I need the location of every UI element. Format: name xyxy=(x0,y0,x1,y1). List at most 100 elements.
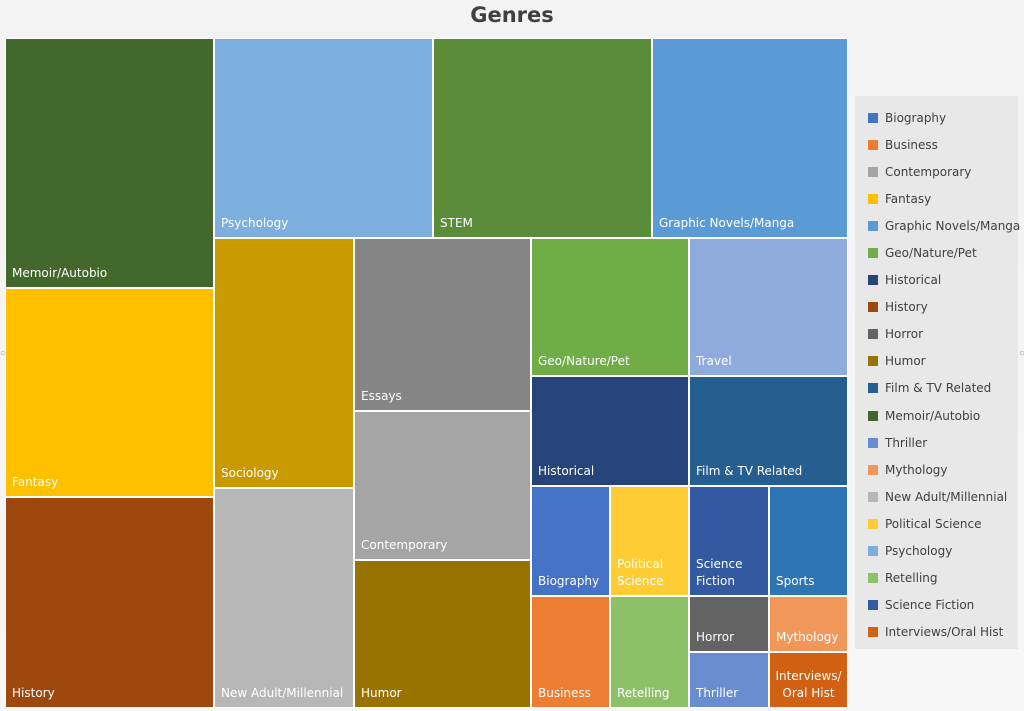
treemap-tile-label: Psychology xyxy=(221,216,289,230)
treemap-tile-fantasy[interactable]: Fantasy xyxy=(5,288,214,497)
treemap-tile-thriller[interactable]: Thriller xyxy=(689,652,769,708)
treemap-plot-area: Memoir/Autobio Fantasy History Psychology ST… xyxy=(5,38,848,708)
treemap-tile-memoir-autobio[interactable]: Memoir/Autobio xyxy=(5,38,214,288)
treemap-tile-humor[interactable]: Humor xyxy=(354,560,531,708)
treemap-tile-biography[interactable]: Biography xyxy=(531,486,610,596)
legend-label: Contemporary xyxy=(885,164,972,179)
treemap-tile-label: Mythology xyxy=(776,630,839,644)
legend-item[interactable]: Geo/Nature/Pet xyxy=(855,239,1018,266)
treemap-tile-label: Sociology xyxy=(221,466,279,480)
legend-swatch xyxy=(868,356,878,367)
treemap-tile-label: Humor xyxy=(361,686,402,700)
legend-swatch xyxy=(868,627,878,638)
legend-swatch xyxy=(868,573,878,584)
legend-label: Graphic Novels/Manga xyxy=(885,218,1021,233)
treemap-tile-label: Historical xyxy=(538,464,595,478)
legend-item[interactable]: History xyxy=(855,294,1018,321)
treemap-tile-interviews-oral-hist[interactable]: Interviews/ Oral Hist xyxy=(769,652,848,708)
legend-swatch xyxy=(868,248,878,259)
treemap-tile-label: Thriller xyxy=(696,686,739,700)
legend-item[interactable]: Business xyxy=(855,131,1018,158)
treemap-tile-retelling[interactable]: Retelling xyxy=(610,596,689,708)
legend-swatch xyxy=(868,220,878,231)
treemap-tile-label: Political Science xyxy=(617,557,664,588)
legend-swatch xyxy=(868,600,878,611)
legend-item[interactable]: Interviews/Oral Hist xyxy=(855,619,1018,646)
treemap-tile-mythology[interactable]: Mythology xyxy=(769,596,848,652)
legend-label: Fantasy xyxy=(885,191,932,206)
legend-item[interactable]: Humor xyxy=(855,348,1018,375)
legend-label: Biography xyxy=(885,110,947,125)
treemap-tile-label: Horror xyxy=(696,630,735,644)
legend-swatch xyxy=(868,139,878,150)
treemap-tile-geo-nature-pet[interactable]: Geo/Nature/Pet xyxy=(531,238,689,376)
legend-item[interactable]: Fantasy xyxy=(855,185,1018,212)
legend-label: Film & TV Related xyxy=(885,381,992,396)
treemap-tile-graphic-novels-manga[interactable]: Graphic Novels/Manga xyxy=(652,38,848,238)
treemap-tile-science-fiction[interactable]: Science Fiction xyxy=(689,486,769,596)
treemap-tile-label: New Adult/Millennial xyxy=(221,686,344,700)
treemap-tile-horror[interactable]: Horror xyxy=(689,596,769,652)
treemap-tile-new-adult-millennial[interactable]: New Adult/Millennial xyxy=(214,488,354,708)
legend-item[interactable]: Graphic Novels/Manga xyxy=(855,212,1021,239)
chart-legend: Biography Business Contemporary Fantasy Grap… xyxy=(855,96,1021,649)
right-resize-handle[interactable]: ○ xyxy=(1019,348,1024,359)
legend-item[interactable]: Horror xyxy=(855,321,1018,348)
legend-swatch xyxy=(868,464,878,475)
treemap-tile-label: Science Fiction xyxy=(696,557,743,588)
treemap-tile-label: Fantasy xyxy=(12,475,59,489)
treemap-tile-business[interactable]: Business xyxy=(531,596,610,708)
treemap-tile-label: Geo/Nature/Pet xyxy=(538,354,630,368)
legend-label: New Adult/Millennial xyxy=(885,489,1008,504)
legend-item[interactable]: Film & TV Related xyxy=(855,375,1018,402)
treemap-tile-essays[interactable]: Essays xyxy=(354,238,531,411)
legend-label: Science Fiction xyxy=(885,598,975,613)
legend-swatch xyxy=(868,437,878,448)
treemap-tile-political-science[interactable]: Political Science xyxy=(610,486,689,596)
legend-label: Interviews/Oral Hist xyxy=(885,625,1004,640)
treemap-tile-sports[interactable]: Sports xyxy=(769,486,848,596)
legend-label: Historical xyxy=(885,273,942,288)
legend-label: Horror xyxy=(885,327,924,342)
treemap-tile-label: STEM xyxy=(440,216,473,230)
treemap-tile-label: Business xyxy=(538,686,591,700)
legend-item[interactable]: Memoir/Autobio xyxy=(855,402,1018,429)
legend-label: Humor xyxy=(885,354,926,369)
legend-item[interactable]: Contemporary xyxy=(855,158,1018,185)
treemap-tile-travel[interactable]: Travel xyxy=(689,238,848,376)
legend-item[interactable]: Mythology xyxy=(855,456,1018,483)
legend-item[interactable]: Biography xyxy=(855,104,1018,131)
legend-item[interactable]: Retelling xyxy=(855,565,1018,592)
treemap-tile-historical[interactable]: Historical xyxy=(531,376,689,486)
legend-swatch xyxy=(868,518,878,529)
treemap-tile-film-tv-related[interactable]: Film & TV Related xyxy=(689,376,848,486)
treemap-tile-label: Retelling xyxy=(617,686,670,700)
legend-label: Thriller xyxy=(885,435,928,450)
legend-swatch xyxy=(868,166,878,177)
legend-label: Psychology xyxy=(885,544,953,559)
legend-label: Political Science xyxy=(885,516,982,531)
treemap-tile-label: Interviews/ Oral Hist xyxy=(775,669,842,700)
legend-item[interactable]: New Adult/Millennial xyxy=(855,483,1018,510)
treemap-tile-stem[interactable]: STEM xyxy=(433,38,652,238)
legend-swatch xyxy=(868,193,878,204)
legend-item[interactable]: Political Science xyxy=(855,510,1018,537)
treemap-tile-label: Travel xyxy=(696,354,732,368)
legend-label: Memoir/Autobio xyxy=(885,408,981,423)
treemap-tile-contemporary[interactable]: Contemporary xyxy=(354,411,531,560)
treemap-tile-psychology[interactable]: Psychology xyxy=(214,38,433,238)
legend-swatch xyxy=(868,112,878,123)
legend-label: History xyxy=(885,300,928,315)
treemap-tile-label: Biography xyxy=(538,574,600,588)
legend-item[interactable]: Psychology xyxy=(855,538,1018,565)
legend-item[interactable]: Historical xyxy=(855,267,1018,294)
left-resize-handle[interactable]: ○ xyxy=(0,348,7,359)
legend-label: Mythology xyxy=(885,462,948,477)
legend-swatch xyxy=(868,275,878,286)
treemap-tile-history[interactable]: History xyxy=(5,497,214,708)
legend-swatch xyxy=(868,329,878,340)
treemap-tile-sociology[interactable]: Sociology xyxy=(214,238,354,488)
legend-item[interactable]: Science Fiction xyxy=(855,592,1018,619)
legend-label: Retelling xyxy=(885,571,938,586)
legend-item[interactable]: Thriller xyxy=(855,429,1018,456)
